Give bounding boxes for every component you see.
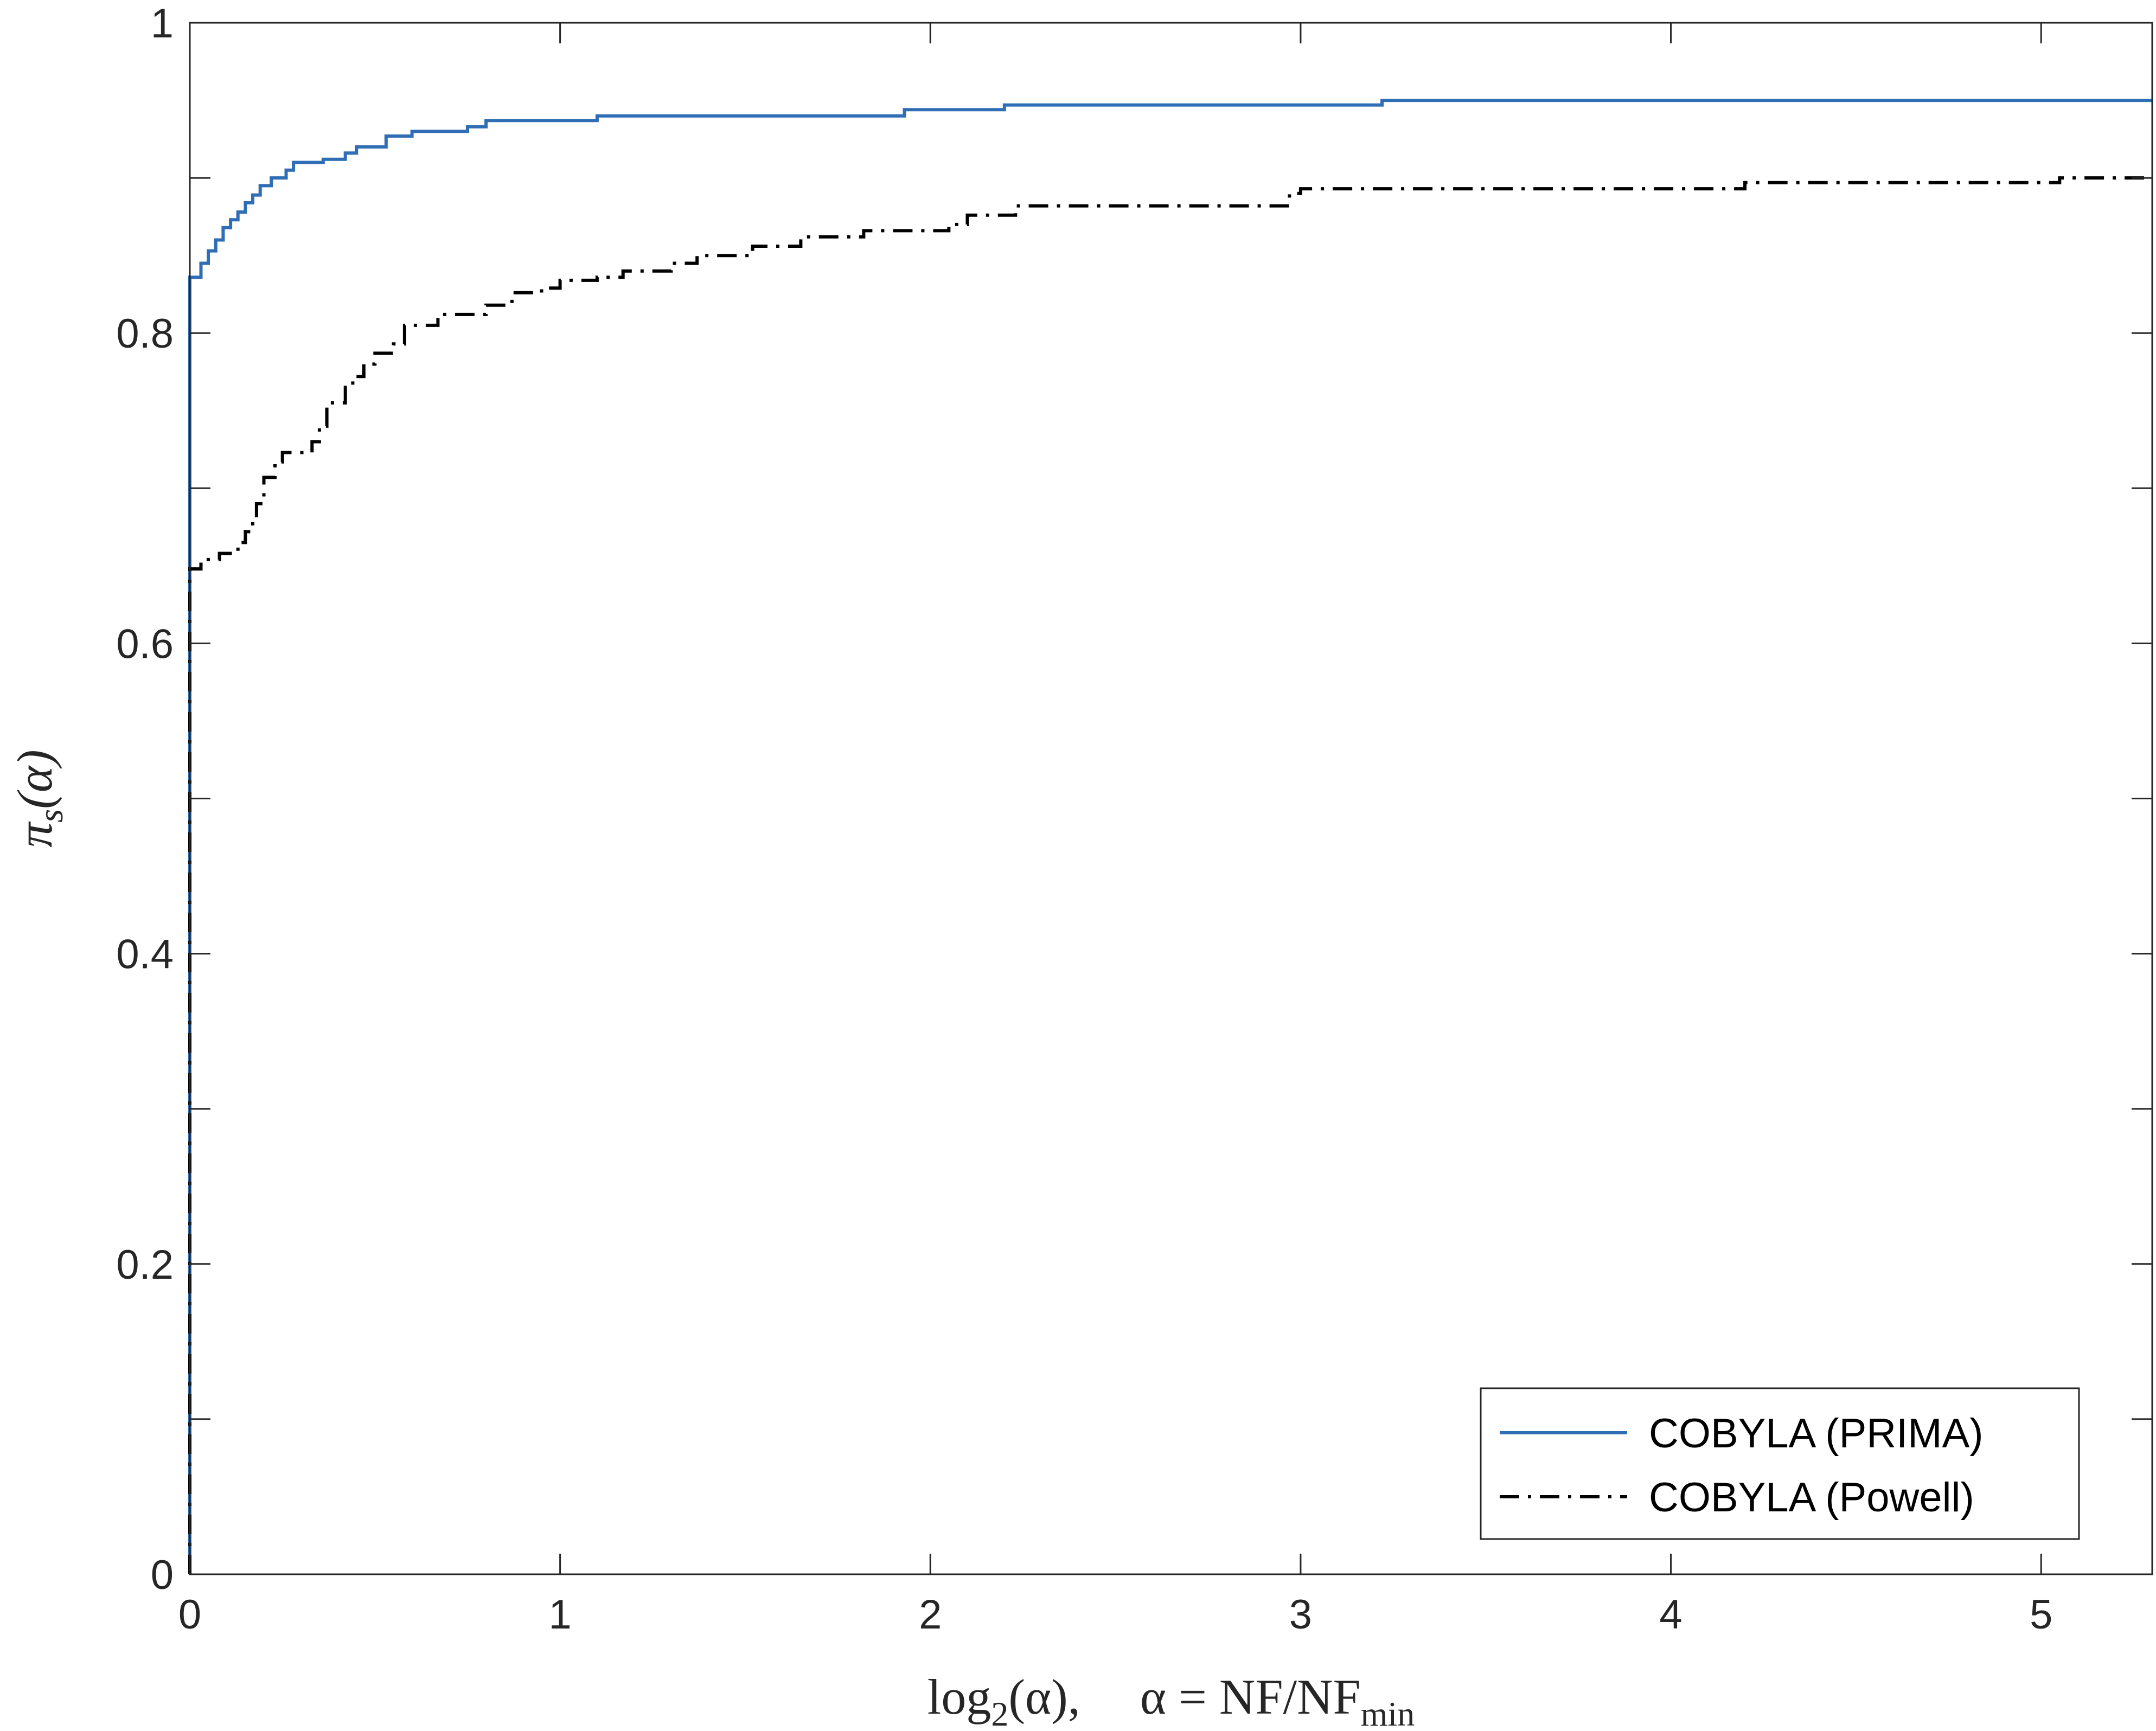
- legend-label-1: COBYLA (PRIMA): [1649, 1411, 1984, 1457]
- y-tick-label: 0.6: [116, 621, 174, 667]
- axis-titles: log2(α), α = NF/NFmin πs(α): [7, 749, 1415, 1731]
- x-axis-title: log2(α), α = NF/NFmin: [927, 1669, 1415, 1731]
- y-tick-label: 1: [151, 1, 174, 47]
- x-tick-label: 0: [178, 1592, 201, 1638]
- x-tick-label: 1: [549, 1592, 572, 1638]
- y-tick-label: 0: [151, 1552, 174, 1598]
- x-tick-label: 2: [919, 1592, 942, 1638]
- series-line-1: [188, 99, 2152, 1574]
- axes: 0 1 2 3 4 5 0 0.2 0.4 0.6 0.8 1: [116, 1, 2153, 1638]
- x-tick-label: 5: [2030, 1592, 2052, 1638]
- y-axis-title: πs(α): [7, 749, 70, 848]
- y-tick-label: 0.2: [116, 1242, 174, 1288]
- series-line-2: [188, 176, 2152, 1574]
- y-tick-label: 0.4: [116, 932, 174, 978]
- x-tick-label: 4: [1659, 1592, 1682, 1638]
- plot-area: [188, 99, 2152, 1574]
- x-tick-label: 3: [1289, 1592, 1312, 1638]
- legend-label-2: COBYLA (Powell): [1649, 1474, 1974, 1521]
- legend: COBYLA (PRIMA) COBYLA (Powell): [1480, 1387, 2080, 1540]
- legend-box: [1480, 1387, 2080, 1540]
- y-tick-label: 0.8: [116, 311, 174, 357]
